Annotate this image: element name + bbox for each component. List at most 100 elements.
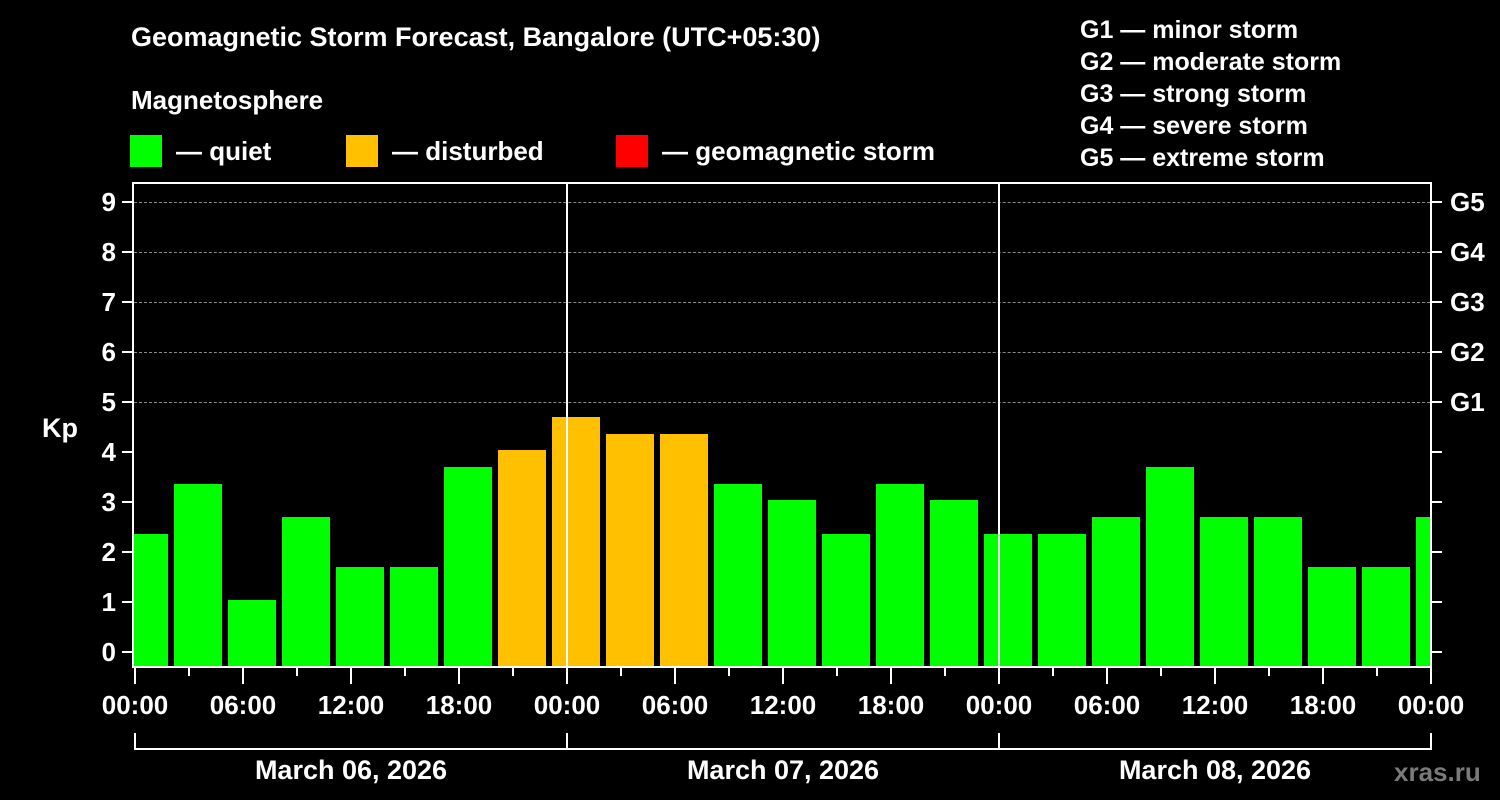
kp-bar [768,500,816,666]
disturbed-swatch-icon [346,135,378,167]
y-tick-label: 0 [101,637,116,667]
right-tick [1432,351,1442,353]
x-tick-label: 00:00 [1397,690,1465,720]
kp-bar [1416,516,1430,666]
storm-scale-legend: G1 — minor storm G2 — moderate storm G3 … [1080,14,1341,174]
x-minor-tick [512,668,514,676]
date-label: March 07, 2026 [686,755,880,785]
chart-title: Geomagnetic Storm Forecast, Bangalore (U… [131,22,821,52]
right-tick [1432,401,1442,403]
x-minor-tick [944,668,946,676]
x-minor-tick [1052,668,1054,676]
x-major-tick [1430,668,1432,684]
y-tick [122,351,132,353]
storm-swatch-icon [616,135,648,167]
storm-scale-item: G2 — moderate storm [1080,48,1342,76]
kp-bar [444,466,492,666]
x-tick-label: 18:00 [1289,690,1357,720]
y-tick [122,451,132,453]
right-tick [1432,651,1442,653]
x-minor-tick [620,668,622,676]
date-bracket-tick [998,733,1000,750]
kp-bar [1362,566,1410,666]
kp-bar [1146,466,1194,666]
legend-storm: — geomagnetic storm [616,135,935,167]
kp-bar [1092,516,1140,666]
storm-scale-item: G4 — severe storm [1080,112,1308,140]
kp-bar [606,433,654,666]
x-minor-tick [188,668,190,676]
y-tick-label: 5 [101,387,116,417]
legend-label: — disturbed [392,136,544,166]
date-label: March 08, 2026 [1118,755,1312,785]
legend-disturbed: — disturbed [346,135,544,167]
y-axis-label: Kp [42,413,78,443]
date-label: March 06, 2026 [254,755,448,785]
x-minor-tick [1376,668,1378,676]
x-minor-tick [404,668,406,676]
gridline [134,202,1430,203]
g-level-label: G2 [1450,337,1485,367]
kp-bar [1038,533,1086,666]
kp-bar [876,483,924,666]
storm-scale-item: G5 — extreme storm [1080,144,1325,172]
g-level-label: G1 [1450,387,1485,417]
day-separator [566,184,568,666]
kp-bar [134,533,168,666]
x-major-tick [1322,668,1324,684]
y-tick [122,301,132,303]
x-minor-tick [1268,668,1270,676]
gridline [134,402,1430,403]
plot-area [132,182,1432,668]
x-tick-label: 06:00 [1073,690,1141,720]
right-tick [1432,451,1442,453]
kp-bar [930,500,978,666]
kp-bar [228,600,276,666]
kp-bar [552,416,600,666]
x-tick-label: 12:00 [749,690,817,720]
kp-bar [1200,516,1248,666]
x-tick-label: 00:00 [965,690,1033,720]
y-tick-label: 8 [101,237,116,267]
x-major-tick [674,668,676,684]
kp-bar [498,450,546,666]
gridline [134,352,1430,353]
kp-bar [174,483,222,666]
kp-bar [336,566,384,666]
kp-bar [1254,516,1302,666]
x-tick-label: 00:00 [101,690,169,720]
x-major-tick [1214,668,1216,684]
kp-bar [1308,566,1356,666]
x-minor-tick [728,668,730,676]
storm-scale-item: G1 — minor storm [1080,16,1299,44]
x-tick-label: 18:00 [857,690,925,720]
x-major-tick [134,668,136,684]
y-tick-label: 2 [101,537,116,567]
g-level-label: G3 [1450,287,1485,317]
x-minor-tick [836,668,838,676]
x-tick-label: 06:00 [641,690,709,720]
right-tick [1432,551,1442,553]
kp-bar [282,516,330,666]
x-minor-tick [1160,668,1162,676]
y-tick-label: 6 [101,337,116,367]
legend-label: — quiet [176,136,272,166]
watermark: xras.ru [1394,757,1481,787]
y-tick [122,201,132,203]
legend-quiet: — quiet [130,135,271,167]
x-major-tick [998,668,1000,684]
x-major-tick [242,668,244,684]
x-minor-tick [296,668,298,676]
y-tick-label: 1 [101,587,116,617]
y-tick [122,501,132,503]
kp-bar [660,433,708,666]
right-tick [1432,251,1442,253]
date-bracket-tick [1430,733,1432,750]
y-tick-label: 9 [101,187,116,217]
x-tick-label: 00:00 [533,690,601,720]
gridline [134,302,1430,303]
kp-bar [984,533,1032,666]
x-major-tick [350,668,352,684]
y-tick [122,401,132,403]
right-tick [1432,301,1442,303]
